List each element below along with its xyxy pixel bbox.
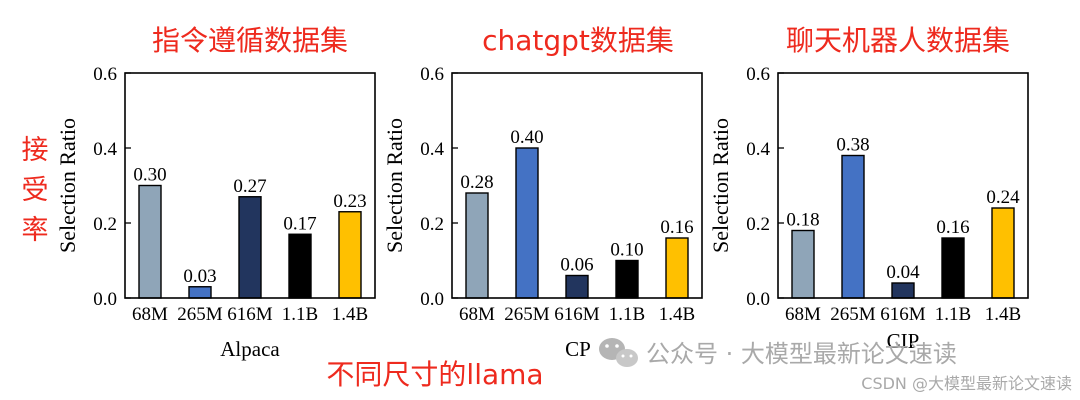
bar-1.1B — [615, 259, 639, 299]
side-label: 接 受 率 — [22, 135, 49, 246]
bar-value-label: 0.10 — [610, 240, 643, 261]
x-axis-label: Alpaca — [220, 337, 280, 361]
bar-value-label: 0.16 — [660, 217, 693, 238]
bottom-caption: 不同尺寸的llama — [326, 358, 543, 391]
x-tick-label: 68M — [459, 304, 495, 325]
bar-value-label: 0.27 — [233, 176, 266, 197]
y-axis-label: Selection Ratio — [55, 118, 80, 253]
bar-1.4B — [338, 211, 362, 299]
x-tick-label: 1.1B — [609, 304, 645, 325]
bar-265M — [188, 286, 212, 299]
y-tick-label: 0.6 — [420, 64, 444, 85]
x-tick-label: 1.1B — [282, 304, 318, 325]
plot-frame — [777, 72, 1029, 299]
bar-616M — [891, 282, 915, 299]
y-tick-label: 0.0 — [746, 289, 770, 310]
bar-68M — [791, 229, 815, 299]
side-label-char-1: 接 — [22, 135, 49, 166]
y-tick-label: 0.6 — [93, 64, 117, 85]
plot-frame — [124, 72, 376, 299]
x-axis-label: CP — [565, 337, 591, 361]
bar-1.4B — [991, 207, 1015, 299]
x-tick-label: 265M — [177, 304, 223, 325]
chart-panel-2: chatgpt数据集 Selection Ratio 0.0 0.2 0.4 0.6 0.2… — [382, 24, 703, 361]
bar-value-label: 0.38 — [836, 135, 869, 156]
bar-616M — [238, 196, 262, 299]
x-tick-label: 1.4B — [985, 304, 1021, 325]
wechat-icon — [599, 338, 638, 367]
bar-265M — [841, 154, 865, 299]
watermark: 公众号 · 大模型最新论文速读 CSDN @大模型最新论文速读 — [599, 338, 1072, 393]
chart-title: 聊天机器人数据集 — [786, 24, 1010, 57]
y-tick-label: 0.4 — [420, 139, 444, 160]
x-tick-label: 616M — [880, 304, 926, 325]
chart-title: chatgpt数据集 — [482, 24, 674, 57]
bar-265M — [515, 147, 539, 299]
bar-value-label: 0.17 — [283, 213, 316, 234]
chart-panel-1: 指令遵循数据集 Selection Ratio 0.0 0.2 0.4 0.6 0.30 68… — [55, 24, 376, 361]
bar-1.1B — [288, 233, 312, 299]
y-axis-label: Selection Ratio — [708, 118, 733, 253]
bar-1.1B — [941, 237, 965, 299]
bar-value-label: 0.40 — [510, 127, 543, 148]
y-tick-label: 0.2 — [420, 214, 444, 235]
chart-title: 指令遵循数据集 — [152, 24, 348, 57]
y-tick-label: 0.2 — [93, 214, 117, 235]
side-label-char-2: 受 — [22, 175, 49, 206]
y-tick-label: 0.4 — [93, 139, 117, 160]
bar-68M — [138, 184, 162, 299]
bar-value-label: 0.18 — [786, 210, 819, 231]
bar-value-label: 0.06 — [560, 255, 593, 276]
y-tick-label: 0.2 — [746, 214, 770, 235]
bar-value-label: 0.04 — [886, 262, 920, 283]
x-axis-label: CIP — [887, 329, 920, 353]
y-tick-label: 0.0 — [420, 289, 444, 310]
plot-frame — [451, 72, 703, 299]
y-tick-label: 0.0 — [93, 289, 117, 310]
bar-1.4B — [665, 237, 689, 299]
chart-panel-3: 聊天机器人数据集 Selection Ratio 0.0 0.2 0.4 0.6 0.18 6… — [708, 24, 1029, 353]
bar-value-label: 0.03 — [183, 266, 216, 287]
x-tick-label: 1.4B — [332, 304, 368, 325]
y-axis-label: Selection Ratio — [382, 118, 407, 253]
x-tick-label: 1.1B — [935, 304, 971, 325]
watermark-csdn: CSDN @大模型最新论文速读 — [861, 374, 1072, 393]
watermark-main: 公众号 · 大模型最新论文速读 — [646, 340, 957, 368]
y-tick-label: 0.4 — [746, 139, 770, 160]
x-tick-label: 1.4B — [659, 304, 695, 325]
y-tick-label: 0.6 — [746, 64, 770, 85]
bar-616M — [565, 274, 589, 299]
x-tick-label: 68M — [785, 304, 821, 325]
bar-value-label: 0.23 — [333, 191, 366, 212]
bar-68M — [465, 192, 489, 299]
chart-panels: 指令遵循数据集 Selection Ratio 0.0 0.2 0.4 0.6 0.30 68… — [55, 24, 1029, 361]
bar-value-label: 0.30 — [133, 165, 166, 186]
bar-value-label: 0.28 — [460, 172, 493, 193]
x-tick-label: 265M — [830, 304, 876, 325]
x-tick-label: 265M — [504, 304, 550, 325]
bar-value-label: 0.24 — [986, 187, 1020, 208]
bar-value-label: 0.16 — [936, 217, 969, 238]
x-tick-label: 616M — [227, 304, 273, 325]
side-label-char-3: 率 — [22, 215, 49, 246]
x-tick-label: 68M — [132, 304, 168, 325]
x-tick-label: 616M — [554, 304, 600, 325]
